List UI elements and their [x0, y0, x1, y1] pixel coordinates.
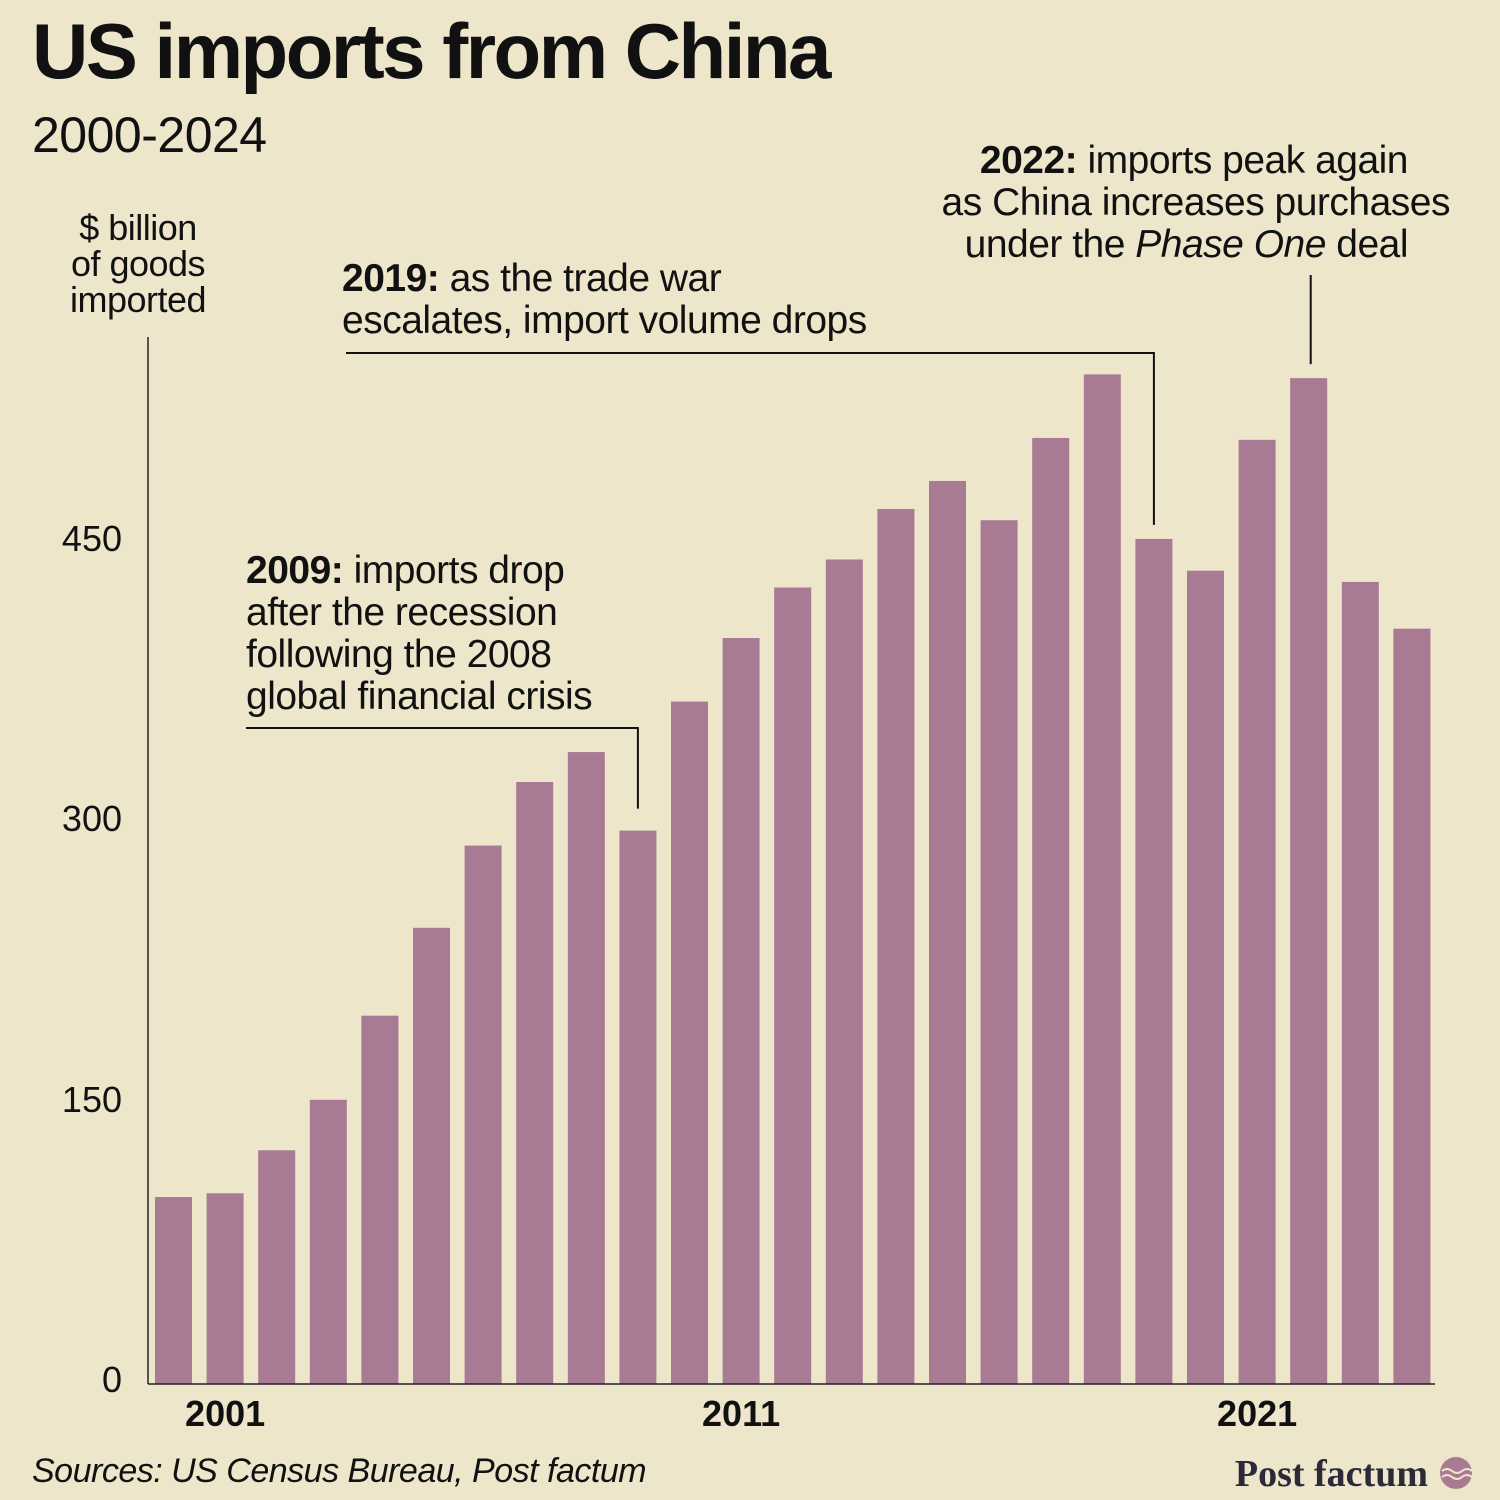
chart-subtitle: 2000-2024 [32, 107, 267, 163]
bar-2001 [206, 1193, 244, 1384]
y-tick-label: 150 [61, 1078, 122, 1120]
chart-title: US imports from China [32, 7, 831, 95]
x-tick-label: 2011 [702, 1393, 781, 1434]
bar-2017 [1032, 437, 1070, 1385]
y-tick-label: 300 [61, 798, 122, 840]
bar-2015 [929, 480, 966, 1384]
brand-mark-icon [1440, 1457, 1473, 1489]
bar-2004 [361, 1015, 399, 1384]
y-tick-label: 450 [61, 517, 122, 559]
bar-2016 [980, 520, 1018, 1384]
bar-2018 [1083, 374, 1121, 1385]
annotation-year: 2009: [246, 549, 344, 592]
annotation-2022: 2022: imports peak again as China increa… [941, 139, 1451, 266]
bar-2003 [309, 1099, 347, 1384]
bar-2019 [1135, 538, 1173, 1384]
y-tick-label: 0 [101, 1359, 122, 1400]
bar-2022 [1290, 378, 1328, 1384]
annotation-leader-2019 [346, 352, 1155, 525]
bar-2000 [155, 1197, 192, 1384]
bar-2010 [671, 701, 708, 1384]
bar-2020 [1187, 570, 1224, 1384]
bar-2023 [1341, 581, 1379, 1384]
bar-2014 [877, 509, 915, 1384]
annotation-text: as the trade war [439, 257, 722, 300]
bar-2005 [413, 927, 450, 1384]
bar-2012 [774, 587, 812, 1384]
annotation-text: imports peak again [1077, 139, 1408, 182]
bar-2013 [825, 559, 863, 1384]
annotation-2009: 2009: imports drop after the recession f… [246, 549, 593, 718]
annotation-text: after the recession [246, 591, 558, 634]
bar-2006 [464, 845, 502, 1384]
annotation-year: 2022: [979, 139, 1078, 182]
bar-2009 [619, 830, 657, 1384]
bar-2021 [1238, 439, 1276, 1385]
annotation-leader-2009 [246, 727, 639, 809]
x-tick-label: 2001 [185, 1393, 266, 1434]
annotation-text: as China increases purchases [941, 181, 1451, 224]
y-axis-label-line: $ billion [79, 207, 197, 248]
annotation-year: 2019: [342, 257, 440, 300]
annotation-text: imports drop [343, 549, 565, 592]
annotation-text: following the 2008 [246, 633, 552, 676]
bar-2024 [1393, 628, 1431, 1384]
bar-2002 [258, 1150, 296, 1384]
bar-2011 [722, 638, 760, 1384]
x-tick-label: 2021 [1217, 1393, 1298, 1434]
source-note: Sources: US Census Bureau, Post factum [32, 1452, 647, 1490]
bar-2007 [516, 781, 554, 1384]
brand-logo-text: Post factum [1234, 1453, 1428, 1495]
annotation-text: global financial crisis [246, 675, 593, 718]
y-axis-label: $ billion of goods imported [48, 210, 228, 318]
annotation-emphasis: Phase One [1135, 223, 1326, 266]
annotation-text: escalates, import volume drops [342, 299, 867, 342]
annotation-text: deal [1325, 223, 1408, 266]
y-axis-label-line: of goods [70, 243, 206, 284]
annotation-2019: 2019: as the trade war escalates, import… [342, 258, 867, 342]
annotation-text: under the [964, 223, 1136, 266]
bar-2008 [567, 752, 605, 1384]
y-axis-label-line: imported [69, 279, 207, 320]
